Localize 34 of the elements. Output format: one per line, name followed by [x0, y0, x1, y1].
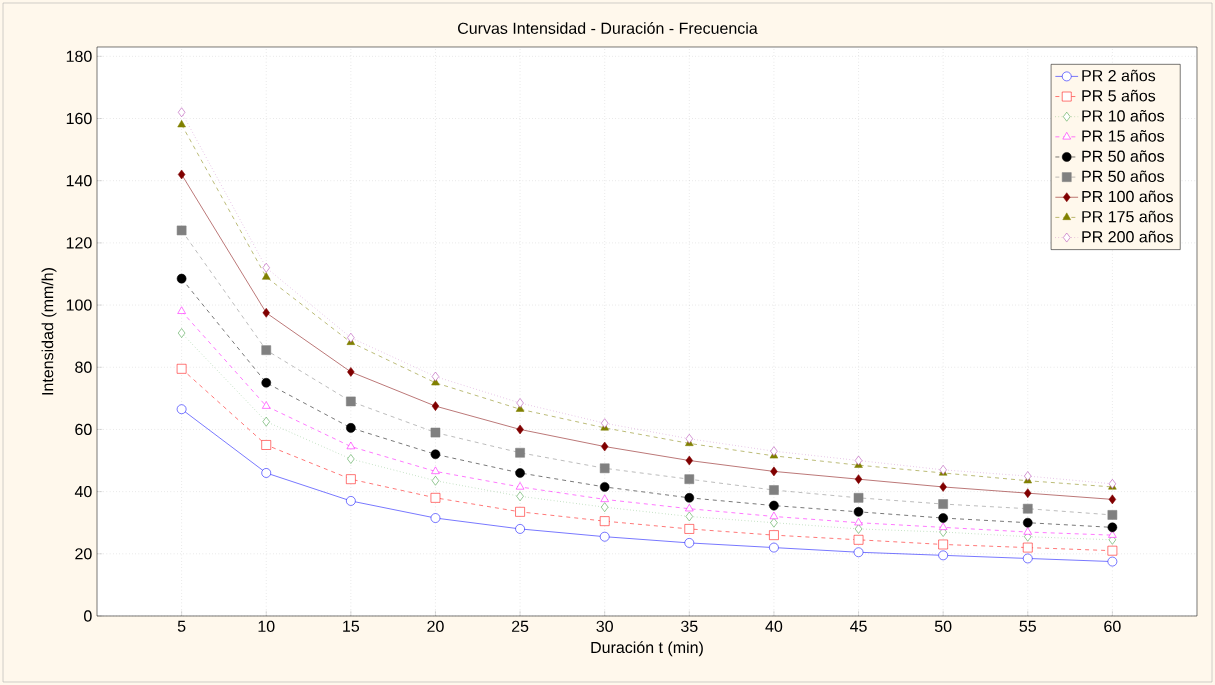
legend-label: PR 200 años — [1082, 230, 1173, 243]
legend-label: PR 100 años — [1082, 190, 1173, 203]
x-tick-label: 50 — [934, 620, 952, 633]
x-tick-label: 30 — [596, 620, 613, 633]
chart-title: Curvas Intensidad - Duración - Frecuencia — [458, 22, 758, 34]
legend-label: PR 50 años — [1082, 150, 1165, 162]
y-tick-label: 0 — [84, 610, 92, 622]
x-axis-title: Duración t (min) — [591, 641, 703, 657]
legend-label: PR 2 años — [1082, 69, 1156, 82]
y-tick-label: 20 — [75, 548, 92, 560]
y-tick-label: 180 — [66, 50, 92, 62]
x-tick-label: 55 — [1019, 620, 1036, 632]
x-tick-label: 15 — [343, 620, 360, 632]
legend-label: PR 10 años — [1082, 109, 1165, 122]
x-tick-label: 60 — [1104, 620, 1121, 633]
legend-label: PR 175 años — [1082, 210, 1173, 223]
y-tick-label: 120 — [66, 237, 92, 249]
x-tick-label: 45 — [850, 620, 867, 632]
y-tick-label: 60 — [75, 423, 92, 436]
x-tick-label: 10 — [258, 620, 275, 633]
legend-label: PR 50 años — [1082, 170, 1165, 182]
y-tick-label: 80 — [75, 361, 92, 373]
x-tick-label: 25 — [511, 620, 529, 633]
legend-label: PR 15 años — [1082, 130, 1165, 142]
legend-label: PR 5 años — [1082, 89, 1156, 102]
y-tick-label: 140 — [66, 175, 92, 187]
y-tick-label: 100 — [66, 299, 92, 311]
x-tick-label: 40 — [765, 620, 783, 633]
x-tick-label: 35 — [681, 620, 698, 633]
x-tick-label: 5 — [177, 620, 186, 632]
y-tick-label: 160 — [66, 112, 92, 125]
y-axis-title: Intensidad (mm/h) — [41, 268, 57, 395]
y-tick-label: 40 — [74, 485, 92, 498]
x-tick-label: 20 — [427, 620, 444, 633]
